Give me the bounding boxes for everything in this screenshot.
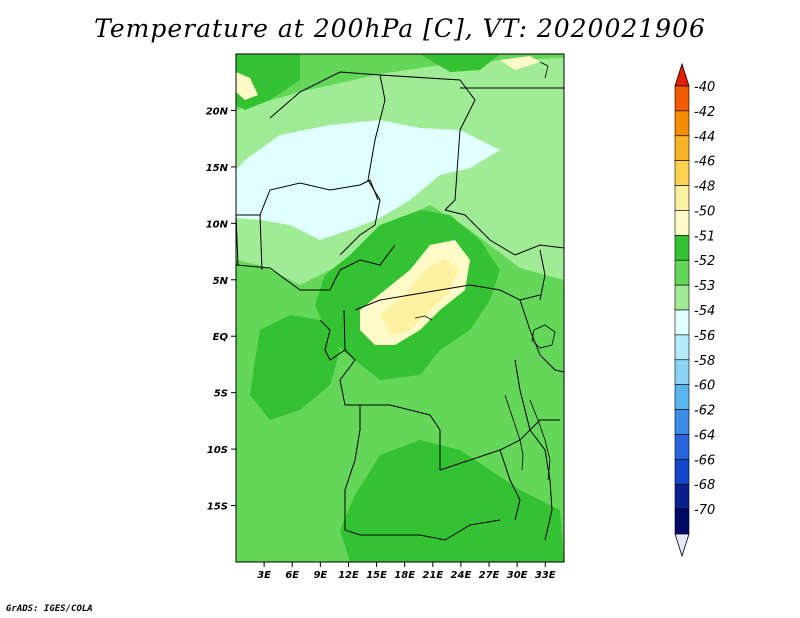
colorbar-label: -64 (694, 428, 715, 443)
colorbar-swatch (674, 235, 690, 261)
contour-band-minus52-west (250, 315, 340, 420)
colorbar-arrow-bottom (674, 533, 690, 558)
colorbar-swatch (674, 508, 690, 535)
colorbar-swatch (674, 434, 690, 460)
colorbar-swatch (674, 284, 690, 311)
x-tick-label: 21E (422, 570, 443, 581)
colorbar-swatch (674, 483, 690, 510)
colorbar-label: -56 (694, 329, 715, 344)
colorbar-swatch (674, 259, 690, 286)
map-frame (235, 53, 565, 563)
colorbar-label: -50 (694, 204, 715, 219)
colorbar-label: -66 (694, 453, 715, 468)
colorbar-swatch (674, 384, 690, 410)
contour-band-minus52-northeast (420, 54, 500, 72)
colorbar-label: -54 (694, 304, 715, 319)
contour-band-minus51-corner (236, 72, 258, 100)
x-tick-label: 12E (338, 570, 359, 581)
x-tick-label: 15E (366, 570, 387, 581)
colorbar-swatch (674, 334, 690, 361)
colorbar-swatch (674, 359, 690, 385)
colorbar-label: -68 (694, 478, 715, 493)
colorbar-label: -62 (694, 404, 715, 419)
x-tick-label: 27E (479, 570, 500, 581)
colorbar-label: -46 (694, 155, 715, 170)
x-tick-label: 30E (507, 570, 528, 581)
colorbar-arrow-top (674, 62, 690, 87)
x-tick-label: 6E (285, 570, 299, 581)
contour-band-minus51-ne (500, 56, 540, 70)
colorbar-swatch (674, 210, 690, 236)
y-tick-label: 15S (207, 502, 228, 513)
y-tick-label: 5S (214, 389, 228, 400)
colorbar-swatch (674, 135, 690, 161)
y-tick-label: 10S (207, 445, 228, 456)
x-tick-label: 9E (313, 570, 327, 581)
country-boundaries (236, 71, 564, 541)
colorbar-label: -48 (694, 180, 715, 195)
colorbar-label: -51 (694, 229, 715, 244)
x-axis: 3E 6E 9E 12E 15E 18E 21E 24E 27E 30E 33E (257, 562, 556, 581)
y-axis: 20N 15N 10N 5N EQ 5S 10S 15S (206, 106, 236, 513)
x-tick-label: 33E (535, 570, 556, 581)
y-tick-label: 10N (206, 219, 229, 230)
colorbar-label: -53 (694, 279, 715, 294)
lake-outlines (414, 61, 556, 481)
y-tick-label: 20N (206, 106, 229, 117)
colorbar-label: -58 (694, 354, 715, 369)
x-tick-label: 3E (257, 570, 271, 581)
colorbar-label: -70 (694, 503, 715, 518)
colorbar-swatch (674, 110, 690, 137)
y-tick-label: EQ (213, 332, 229, 343)
colorbar-label: -52 (694, 254, 715, 269)
colorbar-label: -60 (694, 379, 715, 394)
colorbar-swatch (674, 459, 690, 485)
colorbar-label: -40 (694, 80, 715, 95)
colorbar-label: -42 (694, 105, 715, 120)
contour-band-minus52-south (340, 440, 564, 562)
map-title: Temperature at 200hPa [C], VT: 202002190… (94, 14, 706, 43)
y-tick-label: 15N (206, 163, 229, 174)
credit-text: GrADS: IGES/COLA (6, 604, 93, 614)
colorbar-swatch (674, 185, 690, 211)
colorbar-swatch (674, 85, 690, 112)
x-tick-label: 18E (394, 570, 415, 581)
contour-band-minus50 (380, 258, 458, 335)
colorbar-label: -44 (694, 130, 715, 145)
colorbar-legend: -40 -42 -44 -46 -48 -50 -51 -52 -53 -54 -56 -58 -60 -… (674, 62, 715, 558)
colorbar-swatch (674, 409, 690, 435)
y-tick-label: 5N (213, 276, 229, 287)
colorbar-swatch (674, 309, 690, 336)
x-tick-label: 24E (451, 570, 472, 581)
colorbar-swatch (674, 160, 690, 186)
